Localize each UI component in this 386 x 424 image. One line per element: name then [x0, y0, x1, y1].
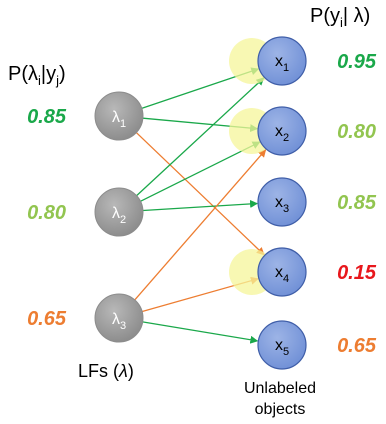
lf-node-label: λ3: [112, 311, 126, 332]
lf-node-1: λ1: [94, 91, 144, 141]
object-probability-3: 0.85: [337, 192, 377, 214]
object-node-2: x2: [257, 106, 307, 156]
object-node-5: x5: [257, 320, 307, 370]
edge-lf1-x4: [132, 129, 265, 256]
object-probability-5: 0.65: [337, 335, 377, 357]
edge-lf2-x3: [138, 199, 259, 212]
object-node-circle: [257, 36, 307, 86]
object-node-label: x3: [275, 194, 289, 215]
lf-probability-header: P(λi|yj): [8, 63, 66, 88]
object-probability-4: 0.15: [337, 262, 377, 284]
object-probability-1: 0.95: [337, 51, 377, 73]
object-probability-header: P(yi| λ): [310, 5, 370, 30]
object-node-4: x4: [257, 247, 307, 297]
edge-lf2-x1: [133, 77, 265, 199]
object-node-circle: [257, 247, 307, 297]
lf-probability-2: 0.80: [27, 202, 66, 224]
object-node-label: x5: [275, 337, 289, 358]
lf-node-label: λ1: [112, 109, 126, 130]
edge-lf2-x2: [136, 141, 261, 204]
object-node-circle: [257, 177, 307, 227]
object-node-circle: [257, 106, 307, 156]
lf-probability-3: 0.65: [27, 308, 67, 330]
lf-node-circle: [94, 187, 144, 237]
lf-node-label: λ2: [112, 205, 126, 226]
object-probability-2: 0.80: [337, 121, 376, 143]
object-node-1: x1: [257, 36, 307, 86]
objects-caption-line1: Unlabeled: [244, 380, 316, 397]
edge-lf3-x5: [138, 320, 259, 344]
lf-nodes-layer: λ1 0.85 λ2 0.80 λ3 0.65: [27, 91, 144, 343]
lf-probability-1: 0.85: [27, 106, 67, 128]
edges-layer: [131, 67, 267, 344]
lf-node-3: λ3: [94, 293, 144, 343]
objects-caption-line2: objects: [255, 401, 306, 418]
object-nodes-layer: x1 0.95 x2 0.80 x3 0.85 x4 0.15 x5 0.65: [257, 36, 377, 370]
object-node-label: x1: [275, 53, 289, 74]
lf-node-circle: [94, 293, 144, 343]
object-node-circle: [257, 320, 307, 370]
object-node-label: x2: [275, 123, 289, 144]
lf-node-circle: [94, 91, 144, 141]
object-node-3: x3: [257, 177, 307, 227]
lf-caption: LFs (λ): [78, 361, 134, 381]
edge-lf3-x2: [131, 149, 267, 304]
object-node-label: x4: [275, 264, 289, 285]
lf-node-2: λ2: [94, 187, 144, 237]
